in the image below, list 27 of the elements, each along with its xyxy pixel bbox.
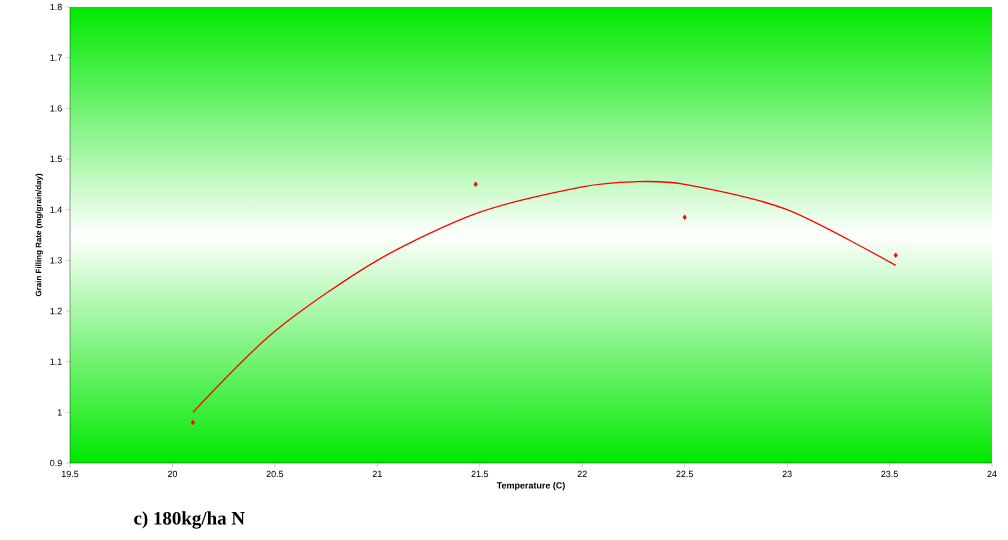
y-tick-label: 1.4 [50, 206, 62, 213]
y-tick-label: 1.2 [50, 307, 62, 315]
y-tick-label: 1.1 [50, 358, 62, 365]
x-axis-title: Temperature (C) [496, 481, 565, 491]
y-tick-label: 1 [57, 409, 62, 416]
text: c) 180kg/ha N [134, 511, 245, 529]
x-tick-label: 21 [372, 470, 382, 478]
x-tick-label: 20.5 [266, 470, 284, 478]
point [893, 252, 898, 258]
point [473, 181, 478, 188]
x-tick-label: 24 [987, 470, 997, 478]
x-tick-label: 22.5 [676, 470, 694, 478]
x-tick-label: 19.5 [61, 470, 79, 478]
line-series [192, 180, 897, 413]
y-tick-label: 1.6 [50, 105, 62, 112]
x-tick-label: 23 [782, 470, 792, 478]
y-tick-label: 1.5 [50, 155, 62, 163]
x-tick-label: 22 [577, 470, 587, 478]
x-tick-label: 20 [167, 470, 178, 478]
point [682, 214, 687, 220]
x-tick-label: 23.5 [881, 470, 898, 478]
y-tick-label: 1.8 [50, 3, 62, 11]
y-tick-label: 1.7 [50, 54, 62, 61]
point [190, 419, 196, 426]
x-tick-label: 21.5 [471, 470, 489, 478]
y-tick-label: 0.9 [50, 459, 62, 467]
y-tick-label: 1.3 [50, 257, 62, 264]
